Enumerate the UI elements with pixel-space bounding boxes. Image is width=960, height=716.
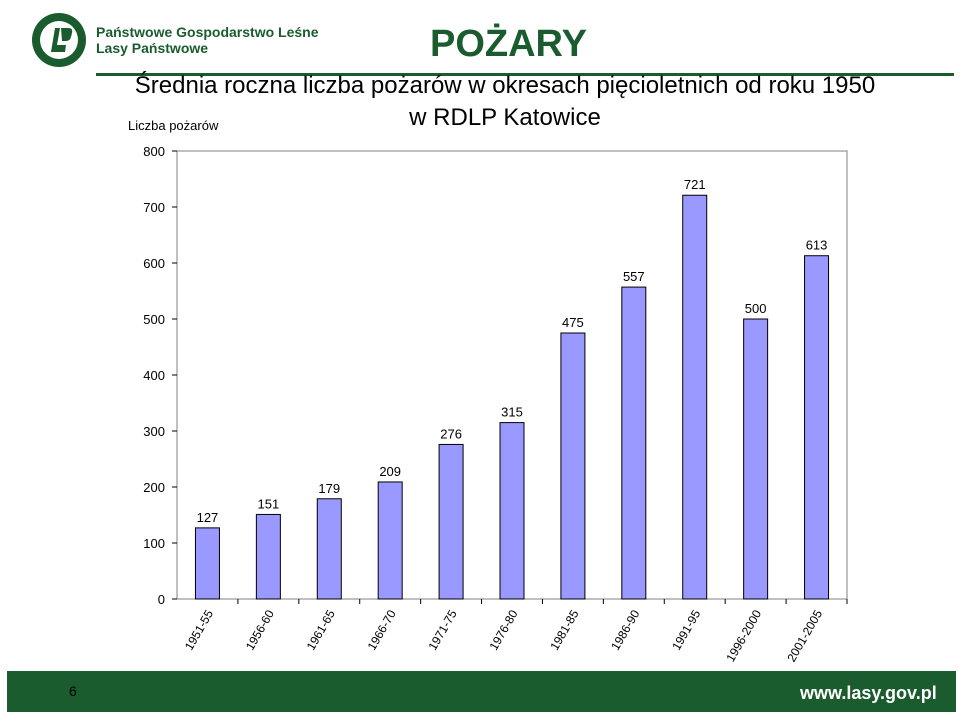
y-tick-label: 500 bbox=[143, 312, 165, 327]
bar-value-label: 315 bbox=[501, 405, 523, 420]
organization-name-line2: Lasy Państwowe bbox=[96, 40, 209, 56]
y-axis-title: Liczba pożarów bbox=[128, 118, 219, 133]
bar bbox=[377, 481, 403, 600]
y-tick-label: 800 bbox=[143, 144, 165, 159]
bar bbox=[255, 513, 281, 600]
chart-title: Średnia roczna liczba pożarów w okresach… bbox=[100, 70, 910, 134]
y-tick-label: 0 bbox=[158, 592, 165, 607]
bar-value-label: 151 bbox=[258, 496, 280, 511]
section-title: POŻARY bbox=[430, 23, 587, 65]
bar bbox=[621, 286, 647, 600]
header-divider bbox=[96, 73, 954, 76]
bar bbox=[682, 194, 708, 600]
bar-value-label: 500 bbox=[745, 301, 767, 316]
page-number: 6 bbox=[69, 683, 77, 699]
bar-value-label: 475 bbox=[562, 315, 584, 330]
x-tick-label: 1991-95 bbox=[669, 607, 703, 652]
x-tick-label: 1971-75 bbox=[426, 607, 460, 652]
organization-name-line1: Państwowe Gospodarstwo Leśne bbox=[96, 24, 319, 40]
bar bbox=[499, 422, 525, 600]
y-tick-label: 100 bbox=[143, 536, 165, 551]
x-tick-label: 1986-90 bbox=[608, 607, 642, 652]
bar bbox=[804, 255, 830, 600]
x-tick-label: 1996-2000 bbox=[723, 607, 764, 664]
footer-bar bbox=[7, 671, 956, 712]
chart-title-line2: w RDLP Katowice bbox=[409, 104, 601, 131]
y-tick-label: 700 bbox=[143, 200, 165, 215]
x-tick-label: 2001-2005 bbox=[784, 607, 825, 664]
bar bbox=[194, 527, 220, 600]
x-tick-label: 1981-85 bbox=[547, 607, 581, 652]
organization-name: Państwowe Gospodarstwo Leśne Lasy Państw… bbox=[96, 24, 319, 56]
y-tick-label: 600 bbox=[143, 256, 165, 271]
x-tick-label: 1956-60 bbox=[243, 607, 277, 652]
bar-value-label: 127 bbox=[197, 510, 219, 525]
bar-value-label: 721 bbox=[684, 177, 706, 192]
x-tick-label: 1976-80 bbox=[486, 607, 520, 652]
bar bbox=[743, 318, 769, 600]
bar-value-label: 276 bbox=[440, 426, 462, 441]
bar bbox=[438, 443, 464, 600]
bar-value-label: 209 bbox=[379, 464, 401, 479]
bar bbox=[560, 332, 586, 600]
y-tick-label: 200 bbox=[143, 480, 165, 495]
bar bbox=[316, 498, 342, 600]
footer-url: www.lasy.gov.pl bbox=[800, 683, 937, 703]
bar-value-label: 613 bbox=[806, 238, 828, 253]
x-tick-label: 1966-70 bbox=[365, 607, 399, 652]
bar-value-label: 557 bbox=[623, 269, 645, 284]
y-tick-label: 300 bbox=[143, 424, 165, 439]
lasy-panstwowe-logo-icon bbox=[32, 13, 86, 67]
x-tick-label: 1951-55 bbox=[182, 607, 216, 652]
x-tick-label: 1961-65 bbox=[304, 607, 338, 652]
y-tick-label: 400 bbox=[143, 368, 165, 383]
bar-value-label: 179 bbox=[318, 481, 340, 496]
chart-title-line1: Średnia roczna liczba pożarów w okresach… bbox=[134, 72, 876, 99]
